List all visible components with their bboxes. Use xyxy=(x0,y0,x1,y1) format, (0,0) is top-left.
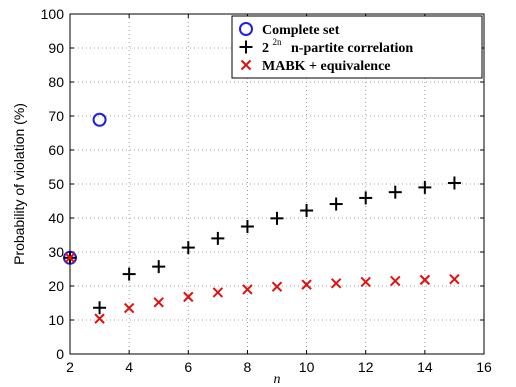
x-axis-label: n xyxy=(274,372,281,387)
x-tick-label: 14 xyxy=(417,359,433,375)
npartite-correlation-point xyxy=(359,191,373,205)
y-tick-label: 10 xyxy=(48,312,64,328)
mabk-equivalence-point xyxy=(123,302,135,314)
y-tick-label: 0 xyxy=(56,346,64,362)
mabk-equivalence-point xyxy=(94,313,105,324)
y-tick-label: 50 xyxy=(48,176,64,192)
mabk-equivalence-point xyxy=(183,291,194,303)
legend-entry-tail: n-partite correlation xyxy=(291,41,413,56)
y-tick-label: 20 xyxy=(48,278,64,294)
mabk-equivalence-point xyxy=(360,276,371,288)
x-tick-label: 6 xyxy=(184,359,192,375)
mabk-equivalence-point xyxy=(153,297,164,308)
mabk-equivalence-point xyxy=(390,275,401,287)
npartite-correlation-point xyxy=(152,260,166,274)
legend-marker-x xyxy=(240,59,252,71)
legend-marker-plus xyxy=(239,40,253,54)
marker-stroke xyxy=(153,297,164,308)
y-tick-label: 60 xyxy=(48,142,64,158)
marker-stroke xyxy=(212,287,224,298)
legend-entry-complete-set: Complete set xyxy=(262,23,340,38)
mabk-equivalence-point xyxy=(301,279,312,290)
npartite-correlation-point xyxy=(211,231,225,245)
marker-stroke xyxy=(94,313,105,324)
marker-stroke xyxy=(330,278,342,289)
marker-stroke xyxy=(183,291,194,303)
npartite-correlation-point xyxy=(418,180,432,194)
legend-entry-superscript: 2n xyxy=(273,37,283,47)
marker-stroke xyxy=(449,273,460,285)
mabk-equivalence-point xyxy=(330,278,342,289)
npartite-correlation-point xyxy=(300,204,314,218)
npartite-correlation-point xyxy=(388,185,402,199)
npartite-correlation-point xyxy=(447,176,461,190)
x-tick-label: 4 xyxy=(125,359,133,375)
marker-stroke xyxy=(419,274,431,286)
mabk-equivalence-point xyxy=(271,281,283,292)
marker-stroke xyxy=(240,59,252,71)
y-tick-label: 90 xyxy=(48,40,64,56)
y-tick-label: 30 xyxy=(48,244,64,260)
legend-markers xyxy=(239,22,253,71)
y-tick-label: 40 xyxy=(48,210,64,226)
y-tick-label: 70 xyxy=(48,108,64,124)
marker-stroke xyxy=(390,275,401,287)
x-tick-label: 16 xyxy=(476,359,492,375)
y-axis-label: Probability of violation (%) xyxy=(11,103,27,265)
legend-marker-circle xyxy=(239,22,253,36)
npartite-correlation-point xyxy=(122,267,136,281)
marker-stroke xyxy=(123,302,135,314)
marker-stroke xyxy=(301,279,312,290)
legend: Complete set 2 2n n-partite correlation … xyxy=(231,15,483,79)
marker-stroke xyxy=(64,252,76,263)
marker-stroke xyxy=(360,276,371,288)
tick-labels: 2 4 6 8 10 12 14 16 0 10 20 30 40 50 60 70 80 90 100 xyxy=(41,6,492,375)
x-tick-label: 2 xyxy=(66,359,74,375)
mabk-equivalence-point xyxy=(449,273,460,285)
npartite-correlation-point xyxy=(270,211,284,225)
x-tick-label: 10 xyxy=(299,359,315,375)
mabk-equivalence-point xyxy=(242,284,253,295)
legend-box xyxy=(231,15,483,79)
x-tick-label: 12 xyxy=(358,359,374,375)
marker-stroke xyxy=(242,284,253,295)
npartite-correlation-point xyxy=(329,197,343,211)
mabk-equivalence-point xyxy=(64,252,76,263)
complete-set-point xyxy=(92,112,107,127)
y-tick-label: 100 xyxy=(41,6,65,22)
mabk-equivalence-point xyxy=(212,287,224,298)
npartite-correlation-point xyxy=(93,301,107,315)
npartite-correlation-point xyxy=(240,220,254,233)
data-marks xyxy=(63,112,461,324)
npartite-correlation-point xyxy=(181,241,195,255)
legend-entry-base: 2 xyxy=(262,41,269,56)
legend-entry-npartite-correlation: 2 2n n-partite correlation xyxy=(262,34,413,56)
legend-entry-mabk: MABK + equivalence xyxy=(262,59,391,74)
y-tick-label: 80 xyxy=(48,74,64,90)
marker-stroke xyxy=(271,281,283,292)
x-tick-label: 8 xyxy=(244,359,252,375)
mabk-equivalence-point xyxy=(419,274,431,286)
